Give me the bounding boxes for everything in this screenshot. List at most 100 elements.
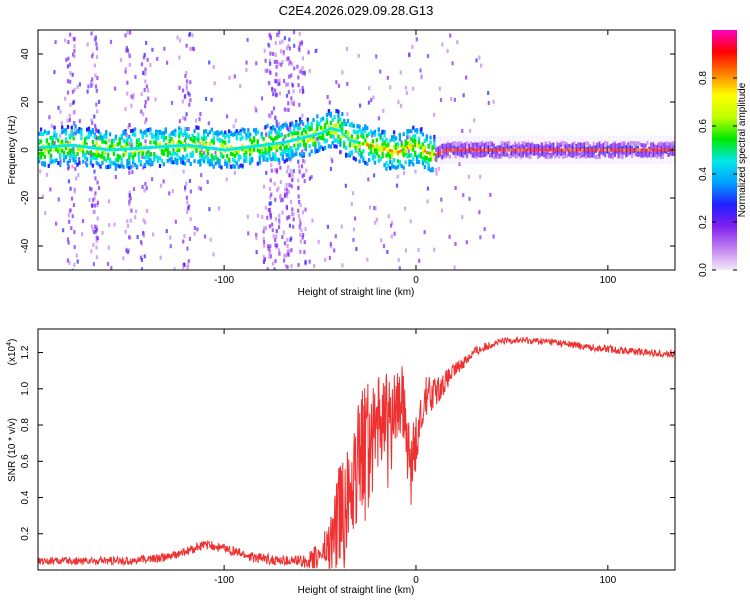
- spectrogram-flank-cell: [469, 135, 473, 165]
- spectrogram-band-cell: [454, 141, 457, 146]
- spectrogram-band-cell: [609, 143, 613, 148]
- spectrogram-band-cell: [218, 131, 221, 136]
- spectrogram-noise-cell: [53, 140, 56, 145]
- spectrogram-band-cell: [272, 145, 275, 150]
- spectrogram-band-cell: [613, 145, 616, 150]
- spectrogram-band-cell: [45, 131, 48, 136]
- spectrogram-flank-cell: [523, 135, 527, 165]
- spectrogram-noise-cell: [291, 177, 294, 182]
- spectrogram-band-cell: [176, 146, 179, 151]
- spectrogram-noise-cell: [285, 187, 289, 192]
- spectrogram-noise-cell: [183, 95, 186, 100]
- spectrogram-band-cell: [396, 144, 400, 149]
- spectrogram-band-cell: [247, 148, 250, 153]
- spectrogram-noise-cell: [128, 202, 131, 207]
- spectrogram-band-cell: [197, 125, 200, 130]
- spectrogram-band-cell: [164, 142, 167, 147]
- spectrogram-noise-cell: [284, 264, 287, 269]
- spectrogram-noise-cell: [372, 95, 375, 100]
- spectrogram-ridge-cell: [590, 148, 593, 152]
- spectrogram-band-cell: [116, 158, 119, 163]
- spectrogram-ridge-cell: [655, 148, 659, 152]
- spectrogram-band-cell: [414, 138, 417, 143]
- spectrogram-band-cell: [582, 150, 586, 155]
- spectrogram-noise-cell: [245, 67, 248, 72]
- spectrogram-noise-cell: [186, 263, 190, 268]
- spectrogram-noise-cell: [92, 262, 96, 267]
- spectrogram-noise-cell: [375, 217, 378, 222]
- spectrogram-band-cell: [168, 150, 171, 155]
- spectrogram-ridge-cell: [312, 133, 315, 137]
- spectrogram-band-cell: [671, 141, 674, 146]
- spectrogram-band-cell: [239, 129, 242, 134]
- spectrogram-band-cell: [57, 161, 60, 166]
- spectrogram-band-cell: [74, 131, 77, 136]
- spectrogram-band-cell: [343, 122, 346, 127]
- spectrogram-ridge-cell: [373, 145, 377, 149]
- spectrogram-noise-cell: [300, 40, 304, 45]
- spectrogram-ridge-cell: [64, 144, 68, 148]
- spectrogram-noise-cell: [73, 187, 76, 192]
- spectrogram-ridge-cell: [118, 147, 121, 151]
- spectrogram-noise-cell: [78, 82, 82, 87]
- spectrogram-noise-cell: [454, 186, 457, 191]
- spectrogram-band-cell: [252, 128, 256, 133]
- spectrogram-flank-cell: [446, 135, 450, 165]
- spectrogram-noise-cell: [299, 239, 302, 244]
- spectrogram-band-cell: [408, 129, 411, 134]
- spectrogram-noise-cell: [479, 63, 483, 68]
- spectrogram-noise-cell: [278, 61, 281, 66]
- spectrogram-noise-cell: [142, 112, 145, 117]
- spectrogram-noise-cell: [288, 37, 291, 42]
- spectrogram-band-cell: [193, 159, 196, 164]
- spectrogram-noise-cell: [265, 170, 268, 175]
- spectrogram-band-cell: [55, 158, 58, 163]
- spectrogram-band-cell: [617, 153, 620, 158]
- spectrogram-noise-cell: [297, 208, 300, 213]
- spectrogram-noise-cell: [92, 209, 95, 214]
- spectrogram-band-cell: [621, 151, 624, 156]
- spectrogram-ridge-cell: [166, 144, 169, 148]
- spectrogram-band-cell: [373, 129, 377, 134]
- spectrogram-ridge-cell: [598, 148, 601, 152]
- spectrogram-band-cell: [95, 150, 98, 155]
- spectrogram-band-cell: [206, 156, 210, 161]
- spectrogram-noise-cell: [262, 240, 266, 245]
- spectrogram-noise-cell: [302, 173, 306, 178]
- spectrogram-band-cell: [431, 145, 434, 150]
- spectrogram-band-cell: [341, 133, 344, 138]
- spectrogram-band-cell: [243, 147, 246, 152]
- spectrogram-noise-cell: [269, 70, 272, 75]
- spectrogram-band-cell: [383, 140, 386, 145]
- spectrogram-band-cell: [333, 123, 336, 128]
- spectrogram-noise-cell: [487, 101, 490, 106]
- spectrogram-band-cell: [515, 143, 519, 148]
- spectrogram-noise-cell: [66, 118, 69, 123]
- spectrogram-ridge-cell: [431, 152, 434, 156]
- spectrogram-noise-cell: [151, 47, 154, 52]
- spectrogram-noise-cell: [144, 71, 147, 76]
- spectrogram-band-cell: [563, 141, 567, 146]
- spectrogram-noise-cell: [212, 64, 215, 69]
- spectrogram-band-cell: [348, 142, 352, 147]
- spectrogram-band-cell: [402, 151, 405, 156]
- spectrogram-noise-cell: [439, 98, 443, 103]
- spectrogram-band-cell: [224, 140, 227, 145]
- spectrogram-band-cell: [132, 160, 135, 165]
- spectrogram-band-cell: [260, 153, 263, 158]
- spectrogram-ridge-cell: [277, 141, 281, 145]
- spectrogram-band-cell: [130, 138, 133, 143]
- spectrogram-noise-cell: [239, 84, 242, 89]
- spectrogram-ridge-cell: [216, 147, 219, 151]
- spectrogram-noise-cell: [87, 84, 90, 89]
- spectrogram-band-cell: [607, 145, 611, 150]
- spectrogram-band-cell: [74, 124, 77, 129]
- spectrogram-noise-cell: [41, 194, 45, 199]
- spectrogram-ridge-cell: [70, 143, 73, 147]
- spectrogram-band-cell: [557, 142, 561, 147]
- spectrogram-noise-cell: [217, 206, 221, 211]
- spectrogram-noise-cell: [114, 174, 117, 179]
- spectrogram-noise-cell: [94, 73, 97, 78]
- spectrogram-noise-cell: [65, 57, 68, 62]
- spectrogram-band-cell: [51, 135, 54, 140]
